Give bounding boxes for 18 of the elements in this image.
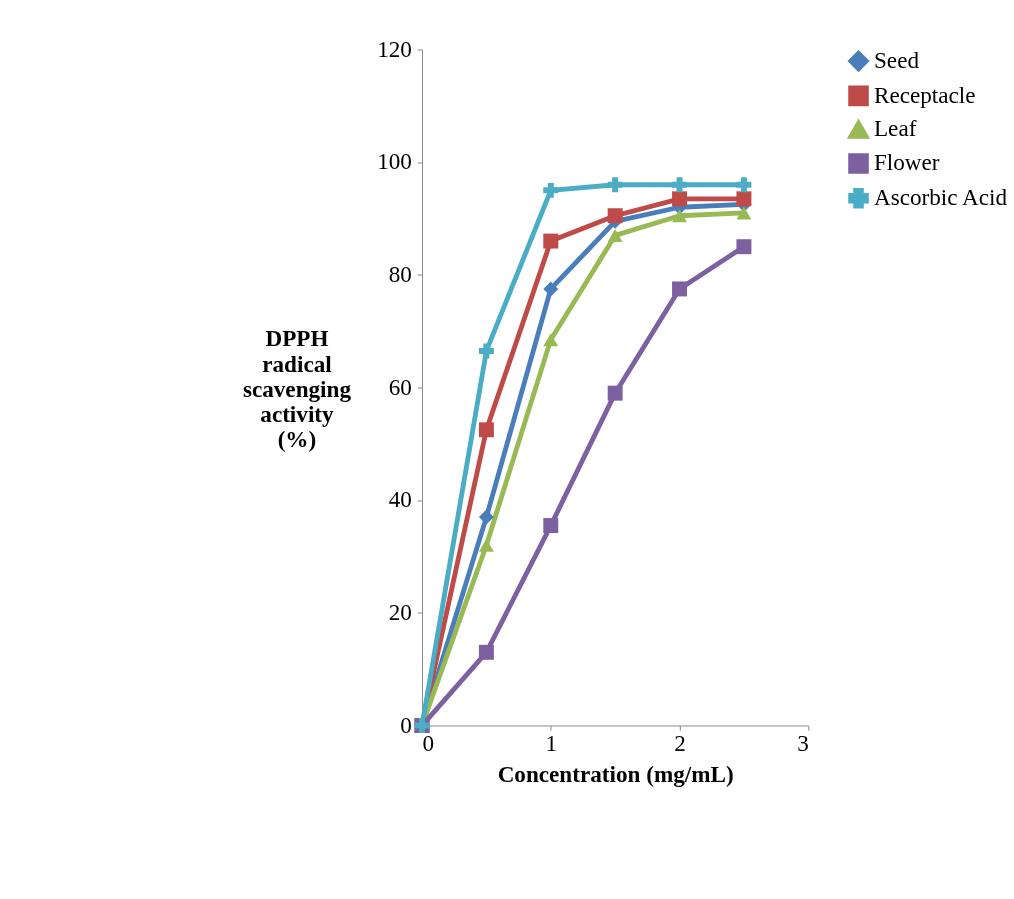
x-tick-label: 0 bbox=[422, 730, 435, 757]
y-tick-label: 40 bbox=[388, 486, 412, 513]
legend-label: Flower bbox=[873, 149, 940, 176]
y-tick-label: 0 bbox=[400, 711, 412, 738]
legend-label: Leaf bbox=[873, 115, 917, 142]
y-tick-label: 60 bbox=[388, 373, 412, 400]
legend-label: Receptacle bbox=[873, 81, 976, 108]
y-tick-label: 100 bbox=[377, 148, 412, 175]
x-tick-label: 2 bbox=[674, 730, 686, 757]
legend-label: Seed bbox=[873, 46, 920, 73]
x-tick-label: 3 bbox=[797, 730, 809, 757]
legend-label: Ascorbic Acid bbox=[873, 184, 1008, 211]
x-tick-label: 1 bbox=[545, 730, 558, 757]
y-tick-label: 80 bbox=[388, 261, 412, 288]
x-axis-title: Concentration (mg/mL) bbox=[497, 761, 734, 788]
y-axis-title: DPPH radical scavenging activity (%) bbox=[242, 325, 352, 452]
y-tick-label: 120 bbox=[377, 35, 412, 62]
y-tick-label: 20 bbox=[388, 599, 412, 626]
